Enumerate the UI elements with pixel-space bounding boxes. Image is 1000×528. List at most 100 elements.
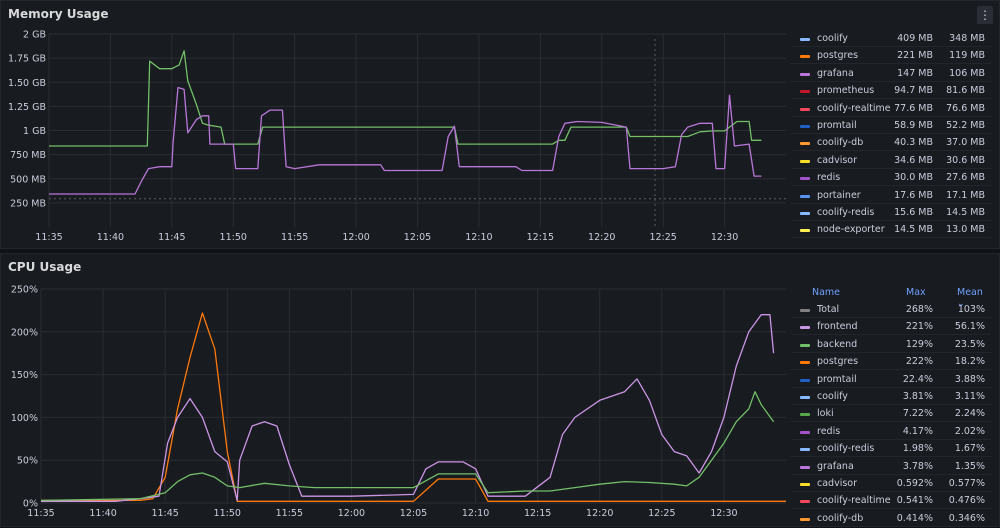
legend-header-max[interactable]: Max xyxy=(906,287,926,298)
legend-value-max: 409 MB xyxy=(897,33,933,44)
series-swatch xyxy=(800,107,810,111)
legend-value-max: 94.7 MB xyxy=(894,85,933,97)
legend-item[interactable]: cadvisor 34.6 MB 30.6 MB xyxy=(791,152,991,169)
legend-header: Name Max Mean ⌄ xyxy=(791,284,991,309)
legend-label: loki xyxy=(817,408,834,420)
series-line[interactable] xyxy=(41,312,786,502)
memory-chart[interactable]: 250 MB 500 MB 750 MB 1 GB 1.25 GB 1.50 GB 1.75… xyxy=(1,1,791,250)
x-tick-label: 11:50 xyxy=(220,232,247,243)
legend-item[interactable]: grafana 147 MB 106 MB xyxy=(791,65,991,82)
y-tick-label: 1.50 GB xyxy=(8,78,46,89)
legend-item[interactable]: coolify 409 MB 348 MB xyxy=(791,30,991,47)
legend-label: promtail xyxy=(817,373,857,385)
legend-header-name[interactable]: Name xyxy=(812,287,841,298)
legend-label: coolify xyxy=(817,33,848,44)
legend-label: redis xyxy=(817,425,841,437)
series-swatch xyxy=(800,517,810,521)
series-swatch xyxy=(800,378,810,382)
legend-item[interactable]: portainer 17.6 MB 17.1 MB xyxy=(791,187,991,204)
legend-value-max: 1.98% xyxy=(902,443,933,455)
legend-value-max: 14.5 MB xyxy=(894,224,933,236)
legend-item[interactable]: promtail 58.9 MB 52.2 MB xyxy=(791,117,991,134)
legend-label: redis xyxy=(817,172,841,184)
legend-item[interactable]: prometheus 94.7 MB 81.6 MB xyxy=(791,82,991,100)
y-tick-label: 2 GB xyxy=(23,30,46,41)
legend-item[interactable]: Total 268% 103% xyxy=(791,301,991,318)
y-tick-label: 0% xyxy=(23,499,38,510)
series-line[interactable] xyxy=(41,314,775,502)
legend-item[interactable]: frontend 221% 56.1% xyxy=(791,318,991,336)
legend-item[interactable]: node-exporter 14.5 MB 13.0 MB xyxy=(791,221,991,239)
series-line[interactable] xyxy=(40,391,775,502)
legend-label: cadvisor xyxy=(817,478,858,489)
legend-item[interactable]: grafana 3.78% 1.35% xyxy=(791,458,991,475)
x-tick-label: 11:40 xyxy=(97,232,124,243)
legend-value-mean: 30.6 MB xyxy=(946,154,985,166)
legend-value-mean: 17.1 MB xyxy=(946,189,985,201)
legend-item[interactable]: coolify-realtime 77.6 MB 76.6 MB xyxy=(791,100,991,117)
legend-item[interactable]: backend 129% 23.5% xyxy=(791,336,991,353)
legend-value-max: 0.414% xyxy=(896,512,933,524)
panel-title: Memory Usage xyxy=(8,7,109,21)
y-tick-label: 100% xyxy=(11,413,38,424)
legend-value-max: 221 MB xyxy=(897,50,933,62)
series-swatch xyxy=(800,212,810,215)
series-swatch xyxy=(800,448,810,452)
legend-item[interactable]: loki 7.22% 2.24% xyxy=(791,405,991,423)
x-tick-label: 11:55 xyxy=(281,232,308,243)
legend-value-mean: 52.2 MB xyxy=(946,120,985,131)
legend-item[interactable]: redis 4.17% 2.02% xyxy=(791,423,991,440)
cpu-chart[interactable]: 0% 50% 100% 150% 200% 250% 11:35 11:40 11:45 11:5… xyxy=(1,254,791,528)
series-line[interactable] xyxy=(49,50,762,147)
legend-label: Total xyxy=(817,304,840,315)
x-tick-label: 11:45 xyxy=(151,508,178,519)
legend-value-mean: 3.88% xyxy=(954,373,985,385)
legend-value-max: 3.78% xyxy=(902,460,933,472)
legend-label: grafana xyxy=(817,67,854,79)
legend-value-mean: 76.6 MB xyxy=(946,102,985,114)
legend-item[interactable]: coolify 3.81% 3.11% xyxy=(791,388,991,405)
panel-menu-icon[interactable]: ⋮ xyxy=(977,6,993,24)
legend-item[interactable]: coolify-redis 1.98% 1.67% xyxy=(791,440,991,458)
legend-value-max: 40.3 MB xyxy=(894,137,933,149)
series-swatch xyxy=(800,38,810,41)
legend-value-mean: 14.5 MB xyxy=(946,207,985,218)
legend-item[interactable]: postgres 221 MB 119 MB xyxy=(791,47,991,65)
legend-value-max: 3.81% xyxy=(902,391,933,402)
series-swatch xyxy=(800,465,810,469)
legend-item[interactable]: coolify-realtime 0.541% 0.476% xyxy=(791,492,991,510)
x-tick-label: 12:00 xyxy=(342,232,369,243)
series-swatch xyxy=(800,177,810,181)
legend-value-mean: 1.67% xyxy=(954,443,985,455)
legend-label: coolify-redis xyxy=(817,443,875,455)
legend-value-max: 34.6 MB xyxy=(894,154,933,166)
x-tick-label: 12:15 xyxy=(527,232,554,243)
legend-item[interactable]: promtail 22.4% 3.88% xyxy=(791,371,991,388)
legend-header-mean[interactable]: Mean ⌄ xyxy=(957,287,983,309)
y-tick-label: 1.25 GB xyxy=(8,102,46,113)
legend-value-mean: 37.0 MB xyxy=(946,137,985,149)
legend-item[interactable]: postgres 222% 18.2% xyxy=(791,353,991,371)
series-swatch xyxy=(800,430,810,434)
legend-value-mean: 27.6 MB xyxy=(946,172,985,184)
legend-item[interactable]: coolify-db 40.3 MB 37.0 MB xyxy=(791,134,991,152)
legend-item[interactable]: redis 30.0 MB 27.6 MB xyxy=(791,169,991,187)
legend-value-mean: 56.1% xyxy=(954,321,985,333)
series-swatch xyxy=(800,343,810,347)
legend-label: grafana xyxy=(817,460,854,472)
legend-value-max: 0.592% xyxy=(896,478,933,489)
legend-value-mean: 2.24% xyxy=(954,408,985,420)
legend-value-mean: 106 MB xyxy=(949,67,985,79)
legend-item[interactable]: cadvisor 0.592% 0.577% xyxy=(791,475,991,492)
legend-item[interactable]: coolify-redis 15.6 MB 14.5 MB xyxy=(791,204,991,221)
series-swatch xyxy=(800,194,810,198)
y-tick-label: 1 GB xyxy=(23,126,46,137)
legend-label: cadvisor xyxy=(817,154,858,166)
series-line[interactable] xyxy=(49,86,762,195)
legend-label: prometheus xyxy=(817,85,875,97)
y-tick-label: 250% xyxy=(11,285,38,296)
legend-value-max: 15.6 MB xyxy=(894,207,933,218)
legend-item[interactable]: coolify-db 0.414% 0.346% xyxy=(791,510,991,527)
y-tick-label: 200% xyxy=(11,327,38,338)
legend-value-max: 7.22% xyxy=(902,408,933,420)
